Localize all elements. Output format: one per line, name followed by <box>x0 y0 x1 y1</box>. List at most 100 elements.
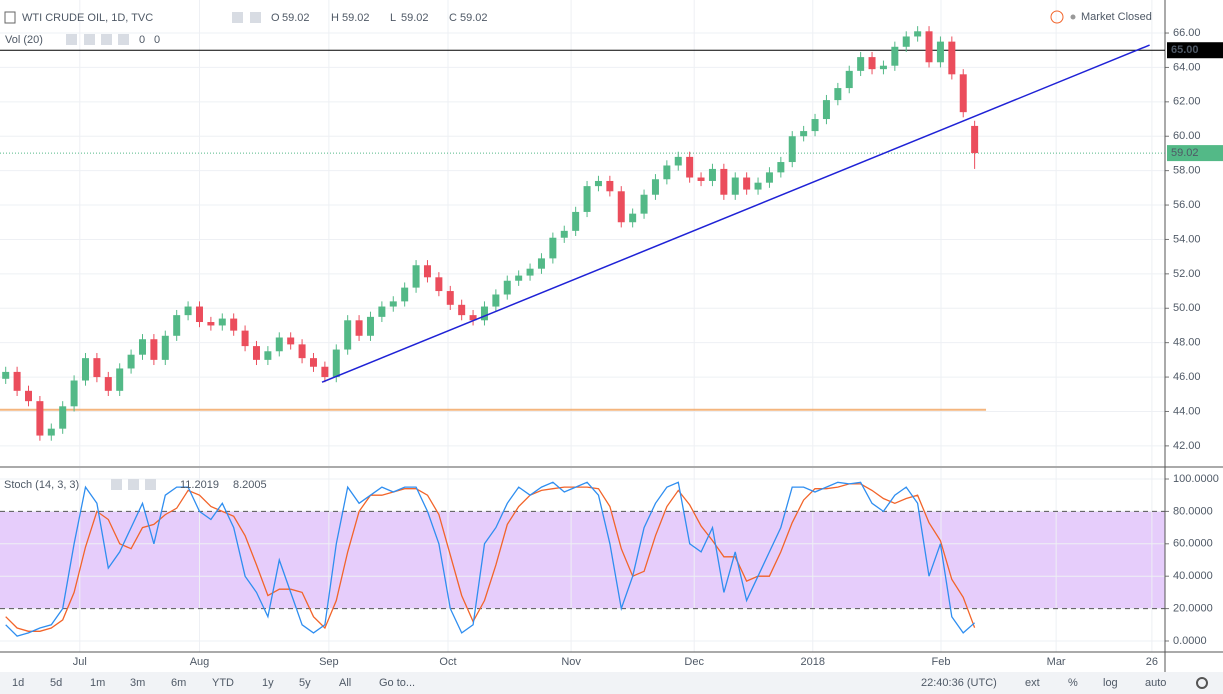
candle-body <box>754 182 762 190</box>
y-tick-label: 100.0000 <box>1173 473 1219 485</box>
y-tick-label: 20.0000 <box>1173 602 1213 614</box>
candle-body <box>344 320 352 350</box>
candle-body <box>81 358 89 381</box>
candle-body <box>184 306 192 316</box>
range-button[interactable]: 1y <box>262 677 274 689</box>
volume-icon <box>84 34 95 45</box>
candle-body <box>868 57 876 70</box>
volume-icon <box>66 34 77 45</box>
candle-body <box>70 380 78 407</box>
y-tick-label: 60.00 <box>1173 130 1201 142</box>
candle-body <box>572 211 580 231</box>
menu-icon <box>4 11 16 24</box>
candle-body <box>275 337 283 352</box>
candle-body <box>857 57 865 71</box>
ohlc-value: 59.02 <box>401 12 429 24</box>
ohlc-letter: O <box>271 12 280 24</box>
candle-body <box>127 354 135 369</box>
range-button[interactable]: 5d <box>50 677 62 689</box>
candle-body <box>948 41 956 75</box>
volume-label: Vol (20) <box>5 34 43 46</box>
candle-body <box>503 280 511 295</box>
x-tick-label: Sep <box>319 656 339 668</box>
candle-body <box>412 265 420 288</box>
y-tick-label: 62.00 <box>1173 96 1201 108</box>
range-button[interactable]: 6m <box>171 677 186 689</box>
range-button[interactable]: 1m <box>90 677 105 689</box>
toolbar-option[interactable]: ext <box>1025 677 1040 689</box>
x-tick-label: Jul <box>73 656 87 668</box>
volume-value: 0 <box>139 34 145 46</box>
candle-body <box>936 41 944 63</box>
candle-body <box>469 315 477 321</box>
candle-body <box>902 36 910 47</box>
status-icon <box>1050 10 1064 24</box>
toolbar-option[interactable]: auto <box>1145 677 1166 689</box>
range-button[interactable]: 5y <box>299 677 311 689</box>
y-tick-label: 44.00 <box>1173 405 1201 417</box>
candle-body <box>138 339 146 355</box>
candle-body <box>59 406 67 429</box>
stoch-d-value: 8.2005 <box>233 479 267 491</box>
price-label: 59.02 <box>1171 147 1199 159</box>
candle-body <box>879 65 887 70</box>
ohlc-letter: H <box>331 12 339 24</box>
candle-body <box>150 339 158 360</box>
candle-body <box>686 156 694 178</box>
candle-body <box>161 335 169 360</box>
y-tick-label: 46.00 <box>1173 371 1201 383</box>
y-tick-label: 64.00 <box>1173 61 1201 73</box>
stoch-line <box>5 481 976 637</box>
candle-body <box>663 165 671 180</box>
candle-body <box>777 162 785 173</box>
candle-body <box>332 349 340 378</box>
candle-body <box>560 230 568 238</box>
range-button[interactable]: YTD <box>212 677 234 689</box>
candle-body <box>446 291 454 305</box>
range-button[interactable]: All <box>339 677 351 689</box>
price-label-box <box>1167 145 1223 162</box>
range-button[interactable]: Go to... <box>379 677 415 689</box>
candle-body <box>252 346 260 360</box>
candle-body <box>537 258 545 269</box>
candle-body <box>241 330 249 347</box>
x-tick-label: Dec <box>684 656 704 668</box>
candle-body <box>697 177 705 181</box>
x-tick-label: Mar <box>1047 656 1066 668</box>
candle-body <box>549 237 557 259</box>
y-tick-label: 0.0000 <box>1173 635 1207 647</box>
header-icon <box>232 12 243 23</box>
stoch-band <box>0 511 1165 609</box>
candle-body <box>93 358 101 378</box>
candle-body <box>2 371 10 379</box>
price-label-box <box>1167 42 1223 59</box>
candle-body <box>765 172 773 183</box>
candle-body <box>24 390 32 402</box>
candle-body <box>925 31 933 63</box>
candle-body <box>366 316 374 336</box>
toolbar-bg <box>0 672 1223 694</box>
range-button[interactable]: 1d <box>12 677 24 689</box>
candle-body <box>480 306 488 321</box>
y-tick-label: 80.0000 <box>1173 505 1213 517</box>
y-tick-label: 42.00 <box>1173 440 1201 452</box>
candle-body <box>731 177 739 195</box>
settings-icon[interactable] <box>1196 677 1208 689</box>
x-tick-label: Oct <box>439 656 456 668</box>
candle-body <box>959 74 967 113</box>
range-button[interactable]: 3m <box>130 677 145 689</box>
volume-icon <box>101 34 112 45</box>
toolbar-option[interactable]: % <box>1068 677 1078 689</box>
candle-body <box>492 294 500 307</box>
candle-body <box>515 275 523 281</box>
toolbar-option[interactable]: log <box>1103 677 1118 689</box>
price-label: 65.00 <box>1171 44 1199 56</box>
y-tick-label: 52.00 <box>1173 268 1201 280</box>
candle-body <box>834 88 842 101</box>
candle-body <box>401 287 409 302</box>
candle-body <box>458 304 466 316</box>
stoch-title: Stoch (14, 3, 3) <box>4 479 79 491</box>
candle-body <box>298 344 306 359</box>
clock: 22:40:36 (UTC) <box>921 677 997 689</box>
